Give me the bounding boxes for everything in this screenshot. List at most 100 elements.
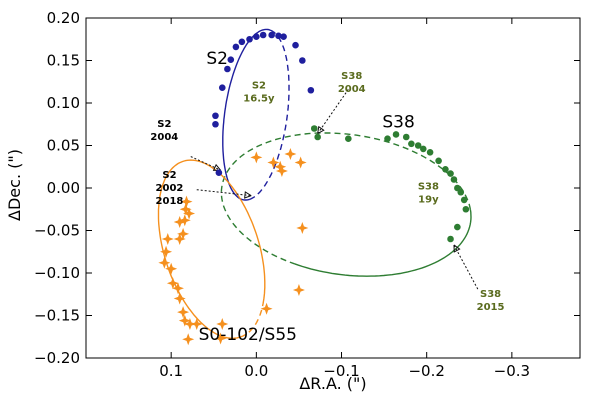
data-point-s2 (292, 41, 299, 49)
data-point-s38 (462, 205, 470, 213)
x-tick-label: −0.1 (323, 362, 359, 380)
x-axis-ticks: 0.1 0.0 −0.1 −0.2 −0.3 (159, 18, 530, 380)
data-point-s2 (299, 57, 306, 64)
data-point-s38 (402, 133, 410, 141)
orbits (157, 28, 472, 339)
data-point-s38 (419, 145, 427, 153)
orbit-dashed-s38 (220, 132, 472, 265)
x-tick-label: −0.2 (408, 362, 444, 380)
annotation-arrow-line (196, 189, 252, 197)
annotation-label: S38 (382, 113, 414, 133)
annotation-line: S38 (341, 71, 362, 82)
data-point-s0-102-s55 (158, 256, 171, 269)
data-point-s0-102-s55 (216, 318, 229, 330)
orbit-solid-s38 (294, 209, 472, 277)
data-point-s2 (218, 84, 226, 91)
data-point-s2 (307, 86, 315, 94)
annotation-line: S38 (480, 289, 501, 300)
annotation-label: S0-102/S55 (199, 325, 297, 345)
annotation-line: 2015 (477, 302, 505, 313)
data-point-s0-102-s55 (292, 284, 305, 296)
y-axis-ticks: 0.20 0.15 0.10 0.05 0.00 −0.05 −0.10 −0.15 −0.20 (34, 9, 580, 367)
annotation-label: S38 19y (418, 182, 439, 206)
data-point-s0-102-s55 (267, 156, 280, 169)
data-point-s0-102-s55 (296, 221, 309, 234)
data-point-s38 (460, 196, 468, 204)
annotation-arrows (190, 89, 479, 290)
data-point-s0-102-s55 (180, 195, 193, 208)
data-point-s2 (259, 31, 267, 39)
data-point-s2 (212, 112, 219, 120)
data-point-s38 (384, 135, 391, 142)
y-tick-label: −0.15 (34, 307, 80, 325)
data-point-s0-102-s55 (166, 277, 179, 290)
data-point-s38 (314, 133, 321, 141)
data-point-s38 (310, 125, 318, 132)
data-point-s38 (454, 223, 461, 231)
annotation-arrow-line (453, 244, 479, 290)
y-axis-label: ΔDec. (") (5, 149, 24, 221)
data-point-s38 (426, 149, 434, 156)
data-point-s38 (447, 235, 454, 243)
data-point-s38 (442, 166, 449, 173)
data-point-s0-102-s55 (190, 318, 203, 330)
data-point-s38 (414, 142, 422, 149)
data-point-s0-102-s55 (165, 262, 178, 275)
data-point-s2 (268, 31, 275, 39)
data-point-s2 (253, 33, 260, 40)
data-point-s38 (447, 170, 454, 177)
data-point-s0-102-s55 (275, 165, 288, 177)
data-point-s2 (212, 120, 219, 128)
orbit-solid-s0-102-s55 (157, 159, 266, 339)
data-point-s2 (238, 38, 246, 46)
annotation-label: S38 2015 (477, 289, 505, 313)
annotation-line: 2004 (338, 84, 366, 95)
annotation-arrow-head (453, 244, 461, 253)
y-tick-label: 0.20 (47, 9, 80, 27)
data-point-s38 (450, 176, 458, 183)
annotation-line: S38 (418, 182, 439, 193)
data-point-s2 (227, 56, 235, 63)
data-point-s2 (215, 169, 223, 176)
data-point-s38 (345, 135, 352, 142)
y-tick-label: −0.20 (34, 349, 80, 367)
y-tick-label: −0.05 (34, 222, 80, 240)
x-tick-label: 0.1 (159, 362, 183, 380)
annotation-arrow-head (244, 191, 252, 199)
annotation-label: S38 2004 (338, 71, 366, 95)
data-point-s2 (224, 65, 231, 73)
annotation-line: S2 (252, 81, 266, 92)
y-tick-label: 0.15 (47, 52, 80, 70)
annotation-arrow-line (190, 156, 221, 171)
data-point-s0-102-s55 (177, 227, 190, 240)
y-tick-label: −0.10 (34, 264, 80, 282)
data-point-s0-102-s55 (177, 306, 190, 319)
data-point-s38 (435, 157, 442, 165)
annotation-label: S2 2002 2018 (156, 170, 184, 207)
annotation-line: 2002 (156, 183, 184, 194)
data-point-s0-102-s55 (178, 314, 191, 327)
data-point-s38 (392, 131, 400, 138)
data-point-s0-102-s55 (250, 151, 263, 164)
orbit-dashed-s2 (249, 31, 290, 201)
data-point-s0-102-s55 (179, 203, 192, 216)
annotation-line: 2018 (156, 196, 184, 207)
annotation-label: S2 2004 (150, 119, 178, 143)
data-point-s0-102-s55 (173, 292, 186, 305)
data-point-s38 (457, 188, 465, 196)
y-tick-label: 0.10 (47, 94, 80, 112)
data-point-s2 (246, 35, 253, 43)
y-tick-label: 0.05 (47, 137, 80, 155)
data-point-s0-102-s55 (178, 214, 191, 227)
annotation-arrow-head (317, 125, 325, 135)
annotation-line: S2 (206, 49, 228, 69)
y-tick-label: 0.00 (47, 179, 80, 197)
data-point-s0-102-s55 (183, 207, 196, 220)
annotation-line: S38 (382, 113, 414, 133)
data-point-s0-102-s55 (161, 233, 174, 245)
data-point-s0-102-s55 (284, 148, 297, 160)
x-tick-label: −0.3 (494, 362, 530, 380)
data-points (158, 31, 470, 346)
